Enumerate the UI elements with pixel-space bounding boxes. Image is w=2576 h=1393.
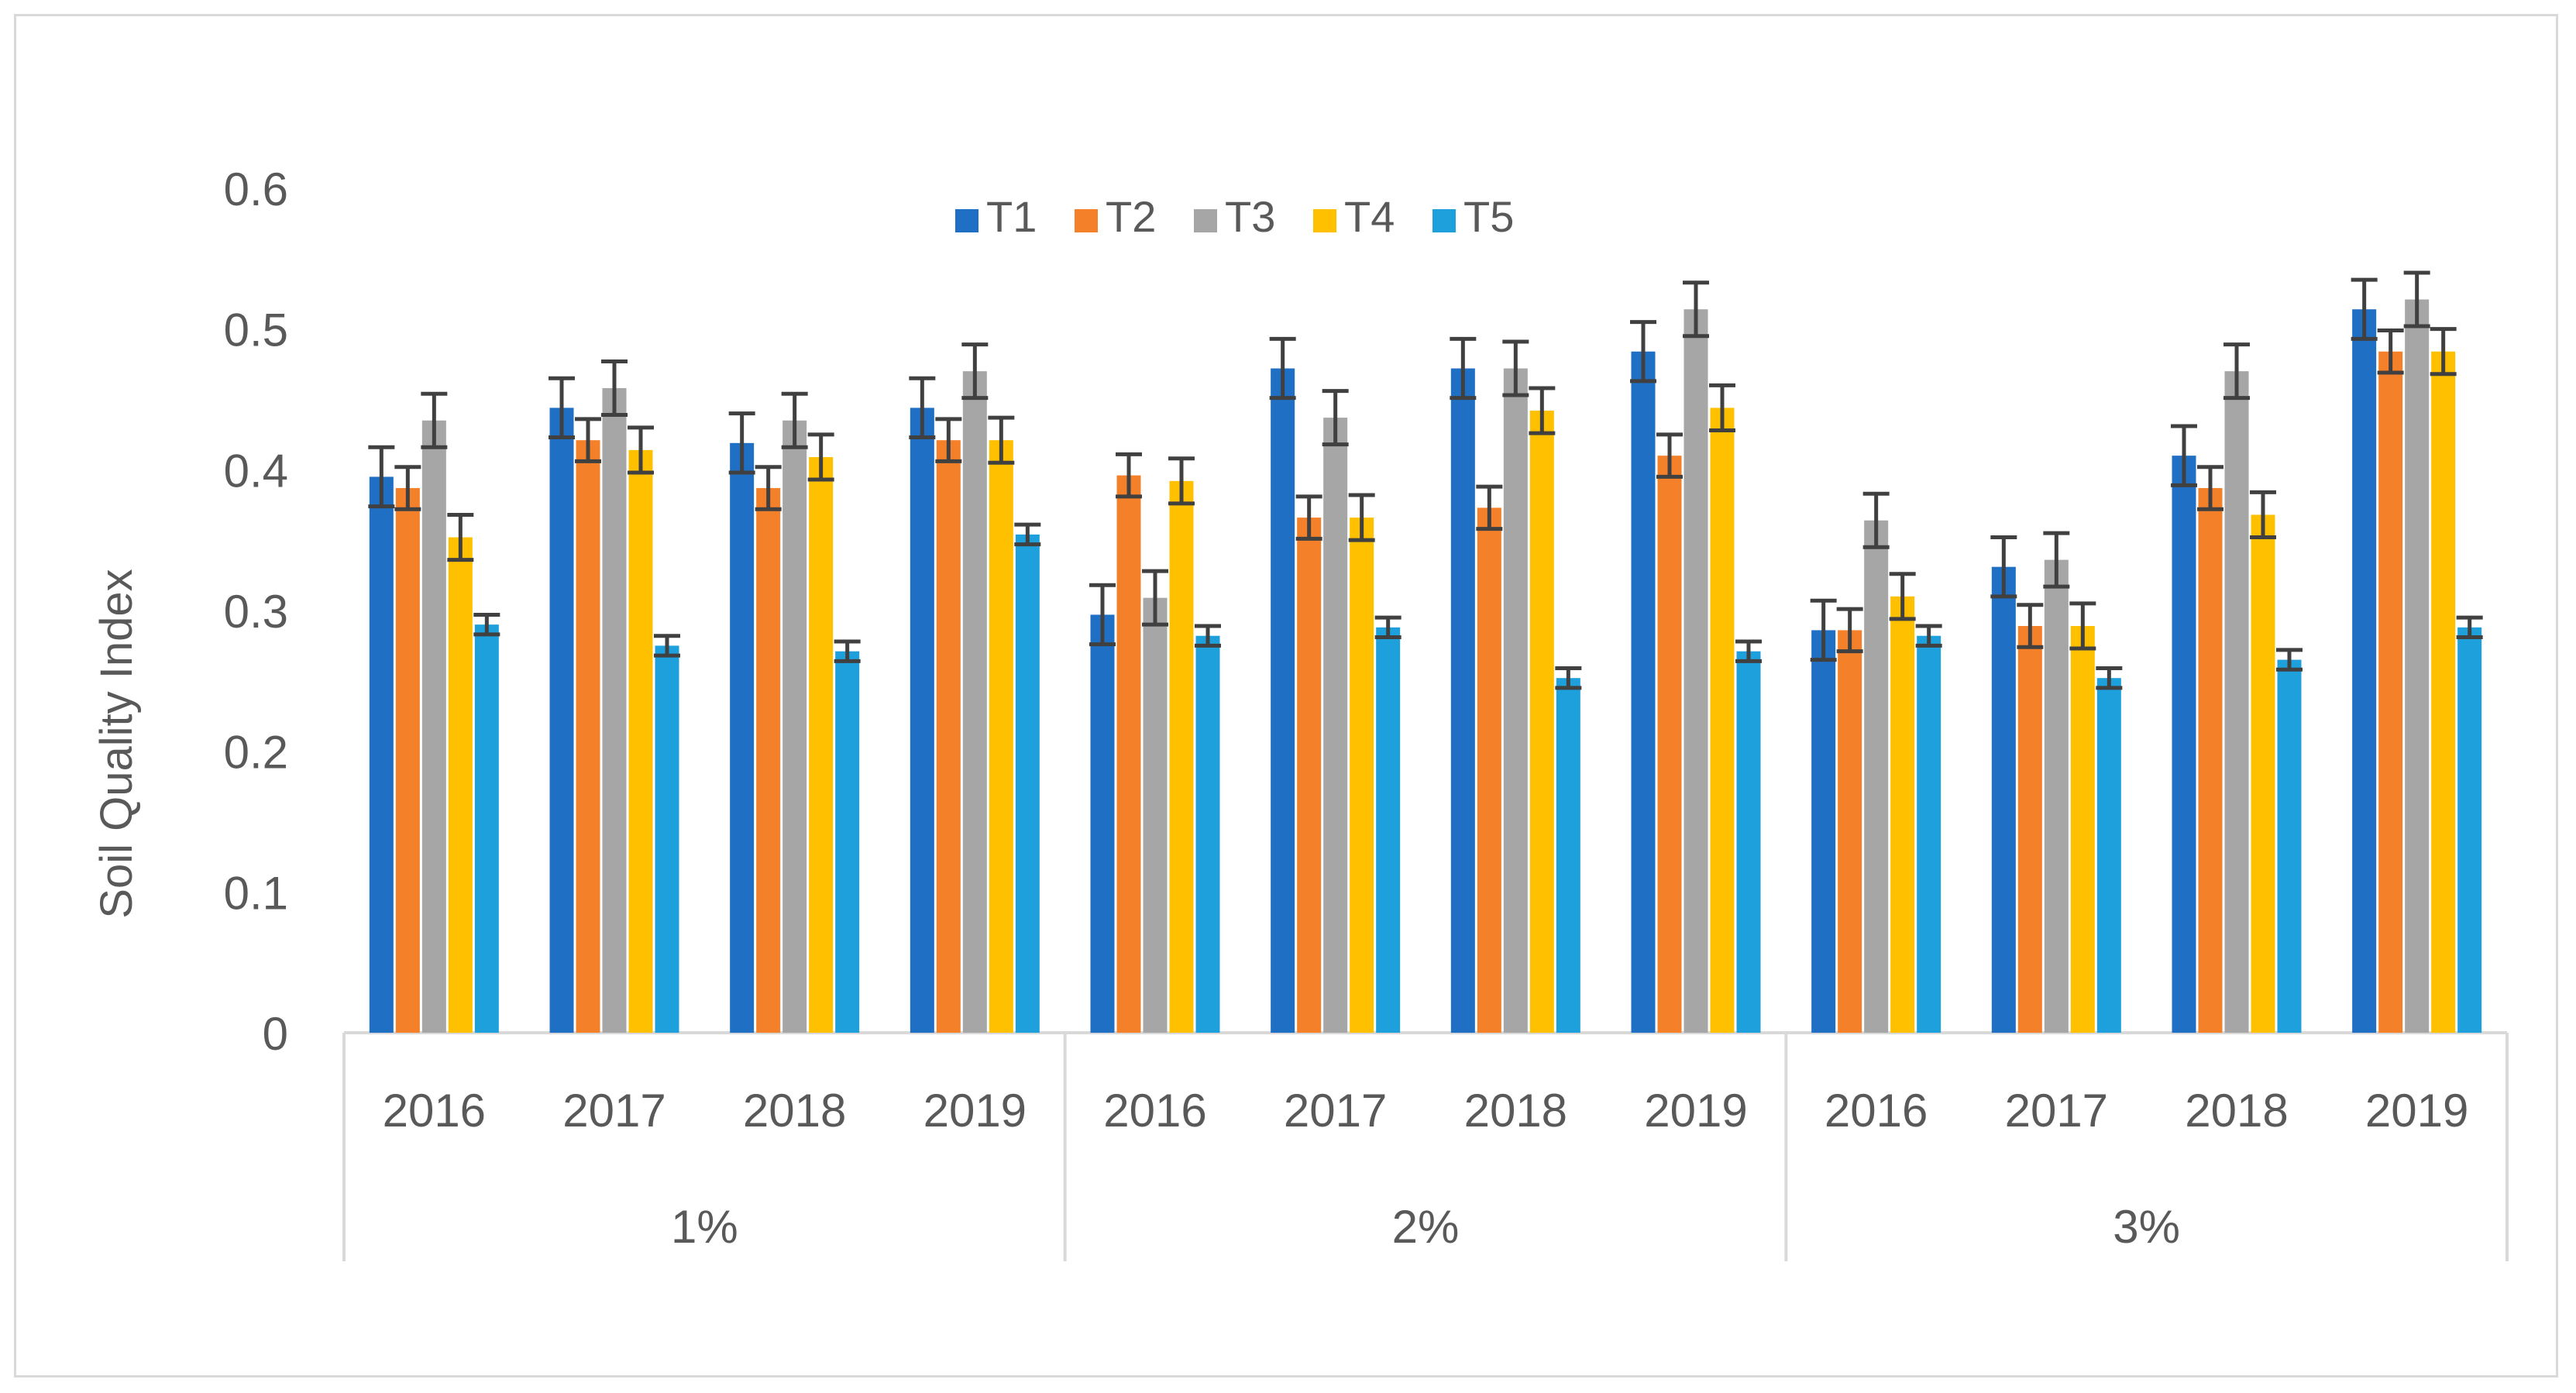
chart-frame: [14, 14, 2558, 1378]
bar-t4: [1890, 596, 1915, 1033]
group-label: 2%: [1392, 1201, 1460, 1253]
group-label: 3%: [2113, 1201, 2180, 1253]
legend-swatch-t5: [1432, 209, 1456, 232]
bar-t5: [474, 624, 499, 1033]
bar-t2: [2378, 351, 2403, 1033]
bar-t4: [2251, 514, 2275, 1033]
legend-label-t3: T3: [1225, 192, 1275, 241]
bar-t2: [395, 487, 420, 1033]
bar-t4: [2070, 625, 2095, 1033]
legend-label-t5: T5: [1463, 192, 1514, 241]
bar-t4: [628, 449, 653, 1033]
bar-t3: [1143, 597, 1168, 1033]
x-tick-label: 2016: [1825, 1085, 1928, 1137]
y-tick-label: 0.4: [224, 445, 288, 497]
bar-t5: [2096, 678, 2121, 1033]
bar-t5: [2457, 627, 2482, 1033]
bar-t4: [1710, 408, 1735, 1033]
legend-swatch-t3: [1194, 209, 1217, 232]
group-label: 1%: [671, 1201, 738, 1253]
bar-t5: [2277, 659, 2302, 1033]
bar-t2: [1477, 507, 1501, 1033]
bar-t1: [1271, 368, 1295, 1033]
bar-t3: [1684, 309, 1708, 1033]
bar-t1: [910, 408, 934, 1033]
legend-swatch-t4: [1313, 209, 1336, 232]
bar-t4: [809, 456, 834, 1033]
bar-t4: [448, 537, 473, 1033]
bar-t4: [1350, 518, 1374, 1033]
bar-t5: [1195, 635, 1220, 1033]
bar-t3: [1503, 368, 1528, 1033]
bar-t2: [936, 440, 961, 1033]
x-tick-label: 2017: [562, 1085, 665, 1137]
bar-t2: [2017, 625, 2042, 1033]
bar-t2: [1116, 475, 1141, 1033]
bar-t5: [835, 651, 860, 1033]
bar-t1: [1631, 351, 1656, 1033]
labels-layer: 0 0.1 0.2 0.3 0.4 0.5 0.6 2016 2017 2018 2019 1% 201…: [224, 163, 2469, 1253]
bar-t4: [2431, 351, 2456, 1033]
bar-t1: [2352, 309, 2377, 1033]
bar-t3: [602, 387, 627, 1033]
legend-label-t4: T4: [1344, 192, 1395, 241]
x-tick-label: 2019: [923, 1085, 1027, 1137]
bar-t3: [782, 420, 807, 1033]
bar-t3: [962, 371, 987, 1034]
x-tick-label: 2017: [1284, 1085, 1387, 1137]
bar-t5: [1556, 678, 1580, 1033]
y-tick-label: 0.5: [224, 304, 288, 356]
bar-t2: [1297, 518, 1322, 1033]
bar-t3: [421, 420, 446, 1033]
x-tick-label: 2018: [2185, 1085, 2288, 1137]
bar-t1: [730, 442, 755, 1033]
x-tick-label: 2019: [1644, 1085, 1747, 1137]
bar-t2: [1657, 456, 1682, 1033]
bar-t3: [2224, 371, 2249, 1034]
x-tick-label: 2016: [1103, 1085, 1206, 1137]
y-tick-label: 0.6: [224, 163, 288, 215]
bar-t5: [1736, 651, 1761, 1033]
bar-t1: [549, 408, 574, 1033]
legend-swatch-t2: [1075, 209, 1098, 232]
y-tick-label: 0.3: [224, 586, 288, 638]
bar-t3: [1864, 520, 1889, 1033]
y-axis-label: Soil Quality Index: [91, 569, 142, 918]
legend: T1 T2 T3 T4 T5: [955, 192, 1514, 241]
bar-t2: [1838, 630, 1862, 1033]
bar-t5: [1376, 627, 1401, 1033]
bar-t4: [1169, 480, 1194, 1033]
bar-t1: [1090, 614, 1115, 1033]
bar-t1: [369, 476, 394, 1033]
bar-t2: [576, 440, 600, 1033]
axis-layer: [342, 1031, 2509, 1261]
bar-t5: [1015, 534, 1040, 1033]
bar-t3: [2044, 559, 2069, 1033]
bar-t5: [655, 645, 679, 1033]
x-tick-label: 2019: [2365, 1085, 2468, 1137]
legend-label-t1: T1: [986, 192, 1037, 241]
bar-t4: [989, 440, 1013, 1033]
bar-t2: [756, 487, 781, 1033]
y-tick-label: 0.1: [224, 867, 288, 919]
bar-t4: [1529, 411, 1554, 1033]
bar-t1: [2172, 456, 2196, 1033]
bar-t5: [1917, 635, 1941, 1033]
bar-t3: [1323, 418, 1348, 1033]
bar-t3: [2405, 299, 2430, 1033]
x-tick-label: 2017: [2005, 1085, 2108, 1137]
x-tick-label: 2016: [383, 1085, 486, 1137]
bar-t1: [1450, 368, 1475, 1033]
legend-label-t2: T2: [1106, 192, 1156, 241]
bar-t1: [1991, 566, 2016, 1033]
bar-t1: [1811, 630, 1836, 1033]
bars-layer: [368, 270, 2483, 1034]
y-tick-label: 0: [263, 1008, 288, 1060]
x-tick-label: 2018: [743, 1085, 846, 1137]
x-tick-label: 2018: [1464, 1085, 1567, 1137]
bar-t2: [2198, 487, 2223, 1033]
legend-swatch-t1: [955, 209, 978, 232]
y-tick-label: 0.2: [224, 727, 288, 779]
